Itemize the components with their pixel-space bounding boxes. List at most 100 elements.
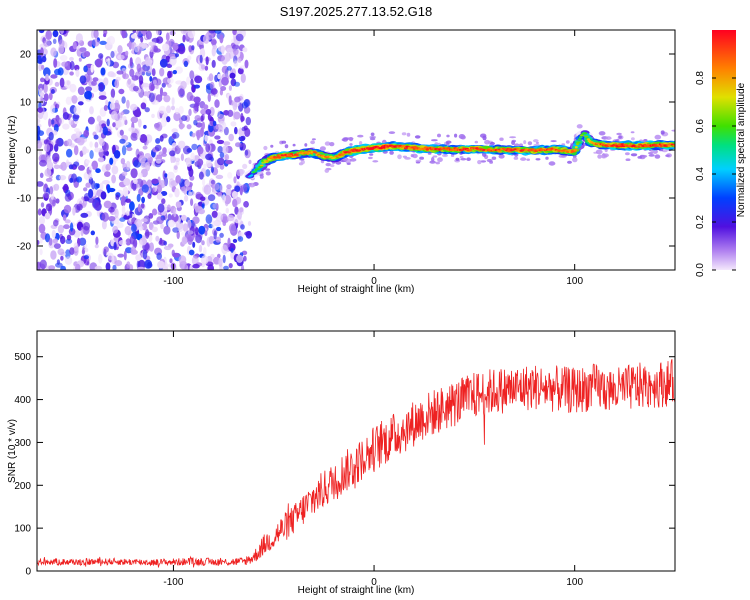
noise-cell	[55, 198, 60, 204]
noise-cell	[182, 34, 186, 43]
noise-cell	[218, 120, 227, 131]
noise-cell	[138, 75, 144, 85]
noise-cell	[143, 124, 147, 129]
ridge-cell	[404, 147, 408, 150]
noise-cell	[41, 55, 47, 63]
noise-cell	[171, 128, 178, 134]
noise-cell	[141, 196, 146, 204]
noise-cell	[558, 154, 566, 158]
noise-cell	[215, 174, 224, 180]
noise-cell	[77, 101, 84, 106]
noise-cell	[172, 252, 180, 258]
noise-cell	[226, 214, 235, 222]
noise-cell	[460, 135, 466, 140]
noise-cell	[90, 30, 95, 39]
noise-cell	[48, 118, 52, 127]
noise-cell	[185, 157, 192, 167]
noise-cell	[44, 143, 51, 153]
noise-cell	[219, 34, 224, 44]
noise-cell	[128, 127, 136, 132]
noise-cell	[131, 42, 135, 52]
noise-cell	[157, 260, 165, 269]
noise-cell	[234, 81, 240, 87]
noise-cell	[188, 191, 192, 197]
noise-cell	[216, 139, 225, 145]
noise-cell	[191, 143, 198, 151]
noise-cell	[155, 30, 161, 36]
noise-cell	[125, 50, 129, 56]
noise-cell	[37, 240, 40, 245]
ridge-cell	[382, 146, 386, 149]
noise-cell	[140, 36, 144, 43]
noise-cell	[64, 219, 71, 224]
noise-cell	[87, 116, 95, 125]
noise-cell	[173, 111, 181, 122]
noise-cell	[73, 105, 81, 116]
noise-cell	[120, 158, 126, 165]
noise-cell	[548, 161, 556, 166]
noise-cell	[137, 67, 146, 75]
noise-cell	[202, 178, 206, 187]
noise-cell	[144, 56, 151, 67]
noise-cell	[239, 207, 244, 213]
noise-cell	[191, 132, 196, 138]
noise-cell	[91, 80, 97, 86]
noise-cell	[270, 144, 274, 148]
noise-cell	[43, 93, 49, 102]
noise-cell	[401, 132, 407, 136]
noise-cell	[184, 194, 189, 202]
noise-cell	[188, 167, 194, 177]
noise-cell	[190, 198, 194, 206]
noise-cell	[207, 93, 211, 102]
noise-cell	[69, 247, 75, 256]
noise-cell	[205, 153, 213, 161]
noise-cell	[45, 203, 53, 212]
noise-cell	[121, 205, 126, 215]
noise-cell	[174, 188, 180, 198]
noise-cell	[215, 236, 221, 243]
noise-cell	[101, 212, 109, 222]
noise-cell	[208, 235, 214, 245]
noise-cell	[491, 156, 497, 160]
noise-cell	[96, 209, 100, 217]
noise-cell	[182, 223, 189, 232]
noise-cell	[41, 64, 45, 70]
noise-cell	[190, 191, 196, 196]
snr-ticks: -100 0 100 0 100 200 300 400 500	[14, 331, 675, 588]
noise-cell	[198, 225, 206, 235]
noise-cell	[110, 88, 116, 99]
noise-cell	[57, 248, 65, 256]
noise-cell	[240, 112, 244, 123]
noise-cell	[162, 91, 168, 97]
noise-cell	[189, 70, 195, 80]
noise-cell	[225, 187, 232, 196]
noise-cell	[598, 131, 606, 136]
noise-cell	[50, 119, 55, 125]
noise-cell	[57, 224, 64, 234]
noise-cell	[103, 105, 108, 111]
noise-cell	[60, 255, 64, 261]
noise-cell	[122, 115, 127, 121]
ridge-cell	[627, 145, 632, 148]
noise-cell	[223, 126, 229, 136]
noise-cell	[52, 238, 59, 244]
ridge-cell	[574, 146, 578, 149]
noise-cell	[625, 152, 630, 156]
noise-cell	[454, 133, 458, 138]
noise-cell	[225, 160, 233, 165]
noise-cell	[155, 84, 159, 90]
noise-cell	[151, 226, 158, 233]
noise-cell	[198, 171, 204, 180]
noise-cell	[114, 79, 120, 89]
noise-cell	[167, 77, 174, 84]
noise-cell	[212, 120, 217, 127]
noise-cell	[142, 145, 148, 150]
noise-cell	[78, 237, 87, 246]
noise-cell	[53, 58, 58, 68]
noise-cell	[65, 96, 72, 106]
noise-cell	[616, 132, 622, 136]
noise-cell	[204, 65, 209, 71]
noise-cell	[205, 143, 211, 153]
noise-cell	[159, 67, 165, 77]
